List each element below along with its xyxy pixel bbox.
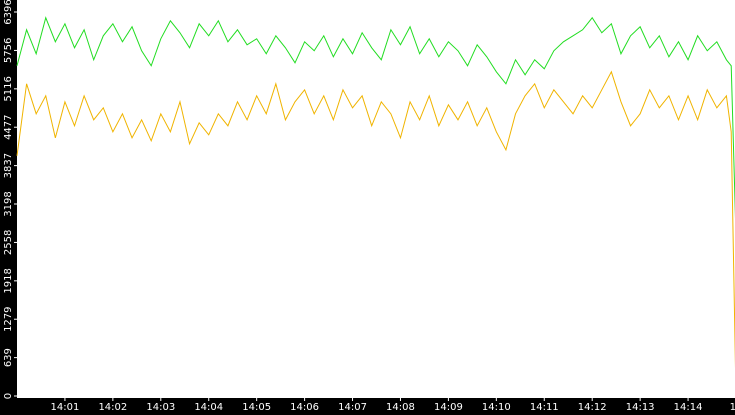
y-axis-strip (0, 0, 17, 415)
x-tick-label: 14:14 (674, 402, 703, 413)
y-tick-label: 5116 (3, 76, 14, 101)
x-tick-label: 14:10 (482, 402, 511, 413)
y-tick-label: 6396 (3, 0, 14, 25)
y-tick-label: 3198 (3, 191, 14, 216)
x-tick-label: 14:01 (51, 402, 80, 413)
x-tick-label: 14:07 (338, 402, 367, 413)
series-line (16, 70, 735, 369)
x-tick-label: 14:12 (578, 402, 607, 413)
y-tick-label: 5756 (3, 38, 14, 63)
x-tick-label: 14:08 (386, 402, 415, 413)
x-tick-label: 14:04 (194, 402, 223, 413)
x-tick-label: 14:11 (530, 402, 559, 413)
x-tick-label: 14:02 (98, 402, 127, 413)
x-tick-label: 14:09 (434, 402, 463, 413)
x-tick-label: 14:05 (242, 402, 271, 413)
y-tick-label: 0 (3, 393, 14, 399)
x-tick-label: 14:13 (626, 402, 655, 413)
x-tick-label: 14 (730, 402, 735, 413)
y-tick-label: 3837 (3, 153, 14, 178)
x-tick-label: 14:03 (146, 402, 175, 413)
y-tick-label: 639 (3, 348, 14, 367)
y-tick-label: 4477 (3, 114, 14, 139)
series-line (16, 16, 735, 220)
x-tick-label: 14:06 (290, 402, 319, 413)
y-tick-label: 1279 (3, 306, 14, 331)
y-tick-label: 1918 (3, 268, 14, 293)
x-axis-strip (0, 398, 735, 415)
y-tick-label: 2558 (3, 230, 14, 255)
